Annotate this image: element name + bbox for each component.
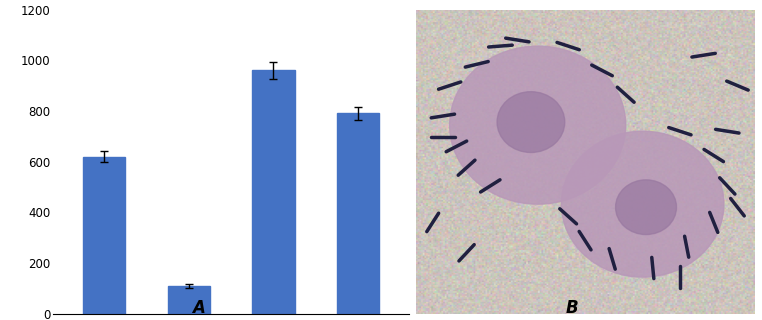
Bar bbox=[337, 114, 379, 314]
Bar bbox=[168, 286, 210, 314]
Circle shape bbox=[616, 180, 677, 235]
Circle shape bbox=[450, 46, 626, 204]
Text: B: B bbox=[565, 299, 578, 317]
Circle shape bbox=[497, 92, 565, 152]
Text: A: A bbox=[192, 299, 204, 317]
Bar bbox=[83, 156, 125, 314]
Circle shape bbox=[562, 131, 724, 277]
Bar bbox=[252, 70, 295, 314]
